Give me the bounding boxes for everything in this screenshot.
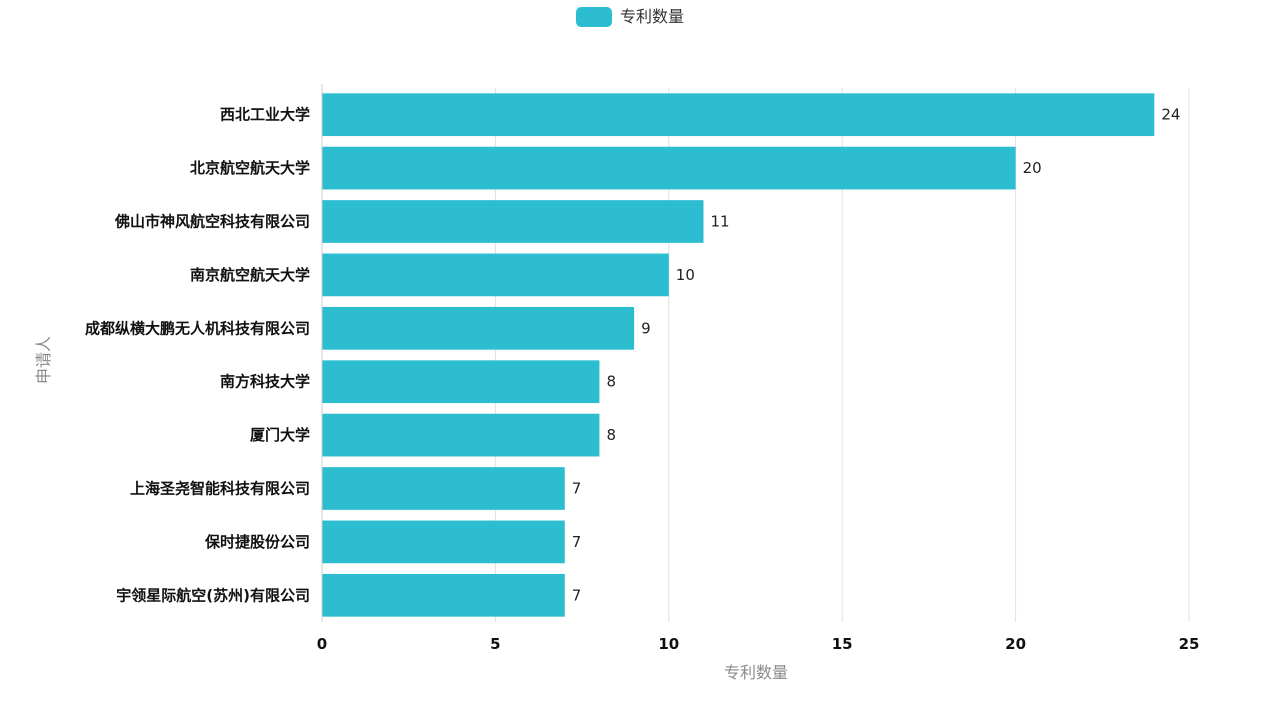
bar[interactable] — [322, 520, 565, 564]
legend[interactable]: 专利数量 — [576, 7, 684, 27]
bar[interactable] — [322, 413, 600, 457]
value-label: 8 — [606, 426, 616, 444]
category-label: 宇领星际航空(苏州)有限公司 — [116, 586, 310, 604]
value-label: 8 — [606, 373, 616, 391]
x-tick-label: 0 — [317, 635, 327, 653]
value-labels: 24 20 11 10 9 8 8 7 7 7 — [572, 106, 1181, 605]
bars — [322, 93, 1155, 617]
x-axis-title: 专利数量 — [724, 663, 788, 682]
bar[interactable] — [322, 253, 669, 297]
bar[interactable] — [322, 146, 1016, 190]
value-label: 11 — [710, 213, 729, 231]
category-label: 佛山市神风航空科技有限公司 — [114, 213, 310, 231]
value-label: 24 — [1161, 106, 1180, 124]
value-label: 9 — [641, 319, 651, 337]
category-label: 上海圣尧智能科技有限公司 — [130, 480, 310, 498]
x-tick-label: 15 — [832, 635, 853, 653]
legend-label: 专利数量 — [620, 7, 684, 26]
y-axis-title: 申请人 — [34, 336, 53, 384]
value-label: 7 — [572, 586, 582, 604]
value-label: 10 — [676, 266, 695, 284]
bar[interactable] — [322, 467, 565, 510]
category-label: 北京航空航天大学 — [190, 159, 310, 177]
category-label: 厦门大学 — [250, 426, 310, 444]
bar[interactable] — [322, 93, 1155, 137]
value-label: 7 — [572, 533, 582, 551]
x-tick-label: 20 — [1005, 635, 1026, 653]
category-label: 西北工业大学 — [220, 106, 310, 124]
category-label: 成都纵横大鹏无人机科技有限公司 — [85, 319, 310, 337]
bar[interactable] — [322, 200, 704, 243]
legend-swatch — [576, 7, 612, 27]
x-tick-label: 10 — [658, 635, 679, 653]
category-label: 保时捷股份公司 — [204, 533, 310, 551]
value-label: 20 — [1023, 159, 1042, 177]
value-label: 7 — [572, 480, 582, 498]
category-label: 南京航空航天大学 — [190, 266, 310, 284]
category-labels: 西北工业大学北京航空航天大学佛山市神风航空科技有限公司南京航空航天大学成都纵横大… — [85, 106, 310, 605]
bar[interactable] — [322, 360, 600, 404]
x-tick-label: 25 — [1179, 635, 1200, 653]
bar[interactable] — [322, 306, 635, 350]
x-tick-label: 5 — [490, 635, 500, 653]
category-label: 南方科技大学 — [220, 373, 310, 391]
x-tick-labels: 0 5 10 15 20 25 — [317, 635, 1200, 653]
bar[interactable] — [322, 573, 565, 617]
